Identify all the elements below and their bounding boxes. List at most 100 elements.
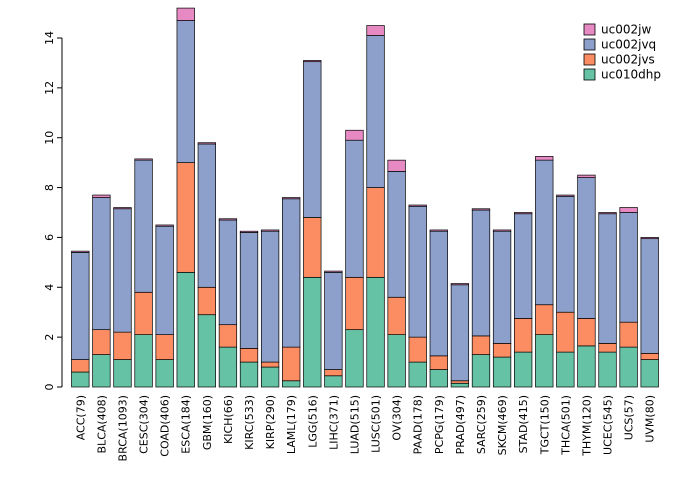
legend-swatch-uc002jvs <box>583 53 596 66</box>
bar-segment-uc010dhp <box>514 351 533 388</box>
bar-segment-uc010dhp <box>619 346 638 388</box>
bar-segment-uc002jvq <box>155 225 174 335</box>
x-tick-label: LUAD(515) <box>348 395 361 454</box>
legend-label-uc002jvs: uc002jvs <box>601 53 655 67</box>
bar-segment-uc010dhp <box>113 359 132 388</box>
bar-segment-uc002jvq <box>471 209 491 337</box>
x-tick-label: BRCA(1093) <box>116 395 129 461</box>
bar-segment-uc002jvs <box>387 296 406 335</box>
x-tick-label: STAD(415) <box>517 395 530 453</box>
bar-segment-uc002jw <box>155 224 174 227</box>
bar-segment-uc002jvs <box>492 343 512 358</box>
bar-segment-uc002jw <box>303 60 322 63</box>
x-tick-label: KICH(66) <box>222 395 235 444</box>
x-tick-label: OV(304) <box>391 395 404 441</box>
bar-segment-uc002jvs <box>260 361 280 368</box>
y-tick-label: 8 <box>43 184 56 191</box>
bar-segment-uc002jw <box>197 142 216 145</box>
bar-segment-uc002jvq <box>429 230 448 357</box>
y-tick-label: 6 <box>43 234 56 241</box>
bar-segment-uc010dhp <box>640 359 659 388</box>
bar-segment-uc002jvq <box>260 230 280 363</box>
x-tick-label: TGCT(150) <box>538 395 551 455</box>
bar-segment-uc002jw <box>134 158 153 161</box>
x-tick-label: UCEC(545) <box>602 395 615 455</box>
bar-segment-uc002jvs <box>92 329 111 355</box>
bar-segment-uc002jw <box>408 204 427 207</box>
bar-segment-uc010dhp <box>450 382 470 388</box>
bar-segment-uc010dhp <box>492 356 512 388</box>
bar-segment-uc002jvs <box>450 380 470 384</box>
bar-segment-uc002jvq <box>218 219 238 326</box>
bar-segment-uc002jw <box>514 212 533 215</box>
bar-segment-uc002jvq <box>345 139 364 278</box>
bar-segment-uc002jw <box>239 230 259 233</box>
bar-segment-uc002jvq <box>514 213 533 319</box>
bar-segment-uc002jvq <box>387 171 406 298</box>
bar-segment-uc010dhp <box>71 371 90 388</box>
bar-segment-uc010dhp <box>176 271 195 388</box>
bar-segment-uc002jvs <box>303 217 322 278</box>
bar-segment-uc002jvs <box>640 352 659 360</box>
bar-segment-uc002jvs <box>471 335 491 355</box>
bar-segment-uc010dhp <box>345 329 364 388</box>
bar-segment-uc002jw <box>71 250 90 253</box>
y-tick-label: 2 <box>43 334 56 341</box>
x-tick-label: LAML(179) <box>285 395 298 454</box>
x-tick-label: UVM(80) <box>644 395 657 443</box>
bar-segment-uc002jvq <box>134 159 153 293</box>
bar-segment-uc002jvs <box>134 291 153 335</box>
bar-segment-uc002jvs <box>155 334 174 360</box>
x-tick-label: CESC(304) <box>138 395 151 454</box>
bar-segment-uc002jvq <box>492 230 512 344</box>
bar-segment-uc010dhp <box>324 375 343 388</box>
bar-segment-uc002jvq <box>239 232 259 349</box>
bar-segment-uc002jvs <box>239 348 259 363</box>
bar-segment-uc002jw <box>260 229 280 232</box>
bar-segment-uc002jw <box>471 208 491 211</box>
x-tick-label: LIHC(371) <box>327 395 340 450</box>
bar-segment-uc002jvs <box>366 187 385 278</box>
x-tick-label: THCA(501) <box>559 395 572 456</box>
x-tick-label: COAD(406) <box>159 395 172 457</box>
bar-segment-uc002jvs <box>598 343 617 353</box>
x-tick-label: PCPG(179) <box>433 395 446 454</box>
bar-segment-uc002jvq <box>176 20 195 163</box>
bar-segment-uc002jvs <box>218 324 238 348</box>
y-tick-label: 0 <box>43 384 56 391</box>
bar-segment-uc002jvq <box>598 213 617 344</box>
bar-segment-uc002jvs <box>197 286 216 316</box>
bar-segment-uc002jw <box>535 156 554 161</box>
bar-segment-uc010dhp <box>556 351 575 388</box>
bar-segment-uc010dhp <box>218 346 238 388</box>
bar-segment-uc002jw <box>598 212 617 215</box>
bar-segment-uc010dhp <box>134 334 153 388</box>
x-tick-label: KIRC(533) <box>243 395 256 450</box>
bar-segment-uc002jvq <box>556 195 575 313</box>
bar-segment-uc002jvq <box>92 197 111 331</box>
bar-segment-uc002jvq <box>450 284 470 382</box>
x-tick-label: PRAD(497) <box>454 395 467 454</box>
bar-segment-uc010dhp <box>303 276 322 388</box>
bar-segment-uc002jvs <box>113 331 132 360</box>
bar-segment-uc002jw <box>366 25 385 36</box>
bar-segment-uc002jw <box>640 237 659 240</box>
bar-segment-uc002jvs <box>429 355 448 370</box>
legend-swatch-uc010dhp <box>583 68 596 81</box>
x-tick-label: PAAD(178) <box>412 395 425 454</box>
bar-segment-uc002jw <box>92 194 111 198</box>
bar-segment-uc002jw <box>556 194 575 197</box>
x-tick-label: KIRP(290) <box>264 395 277 449</box>
bar-segment-uc002jvs <box>619 321 638 348</box>
bar-segment-uc002jw <box>450 283 470 286</box>
x-tick-label: SKCM(469) <box>496 395 509 455</box>
bar-segment-uc010dhp <box>535 334 554 388</box>
bar-segment-uc010dhp <box>366 276 385 388</box>
legend-label-uc002jw: uc002jw <box>601 23 651 37</box>
bar-segment-uc002jw <box>218 218 238 221</box>
x-tick-label: GBM(160) <box>201 395 214 450</box>
bar-segment-uc002jvs <box>556 311 575 353</box>
bar-segment-uc002jvs <box>514 318 533 353</box>
